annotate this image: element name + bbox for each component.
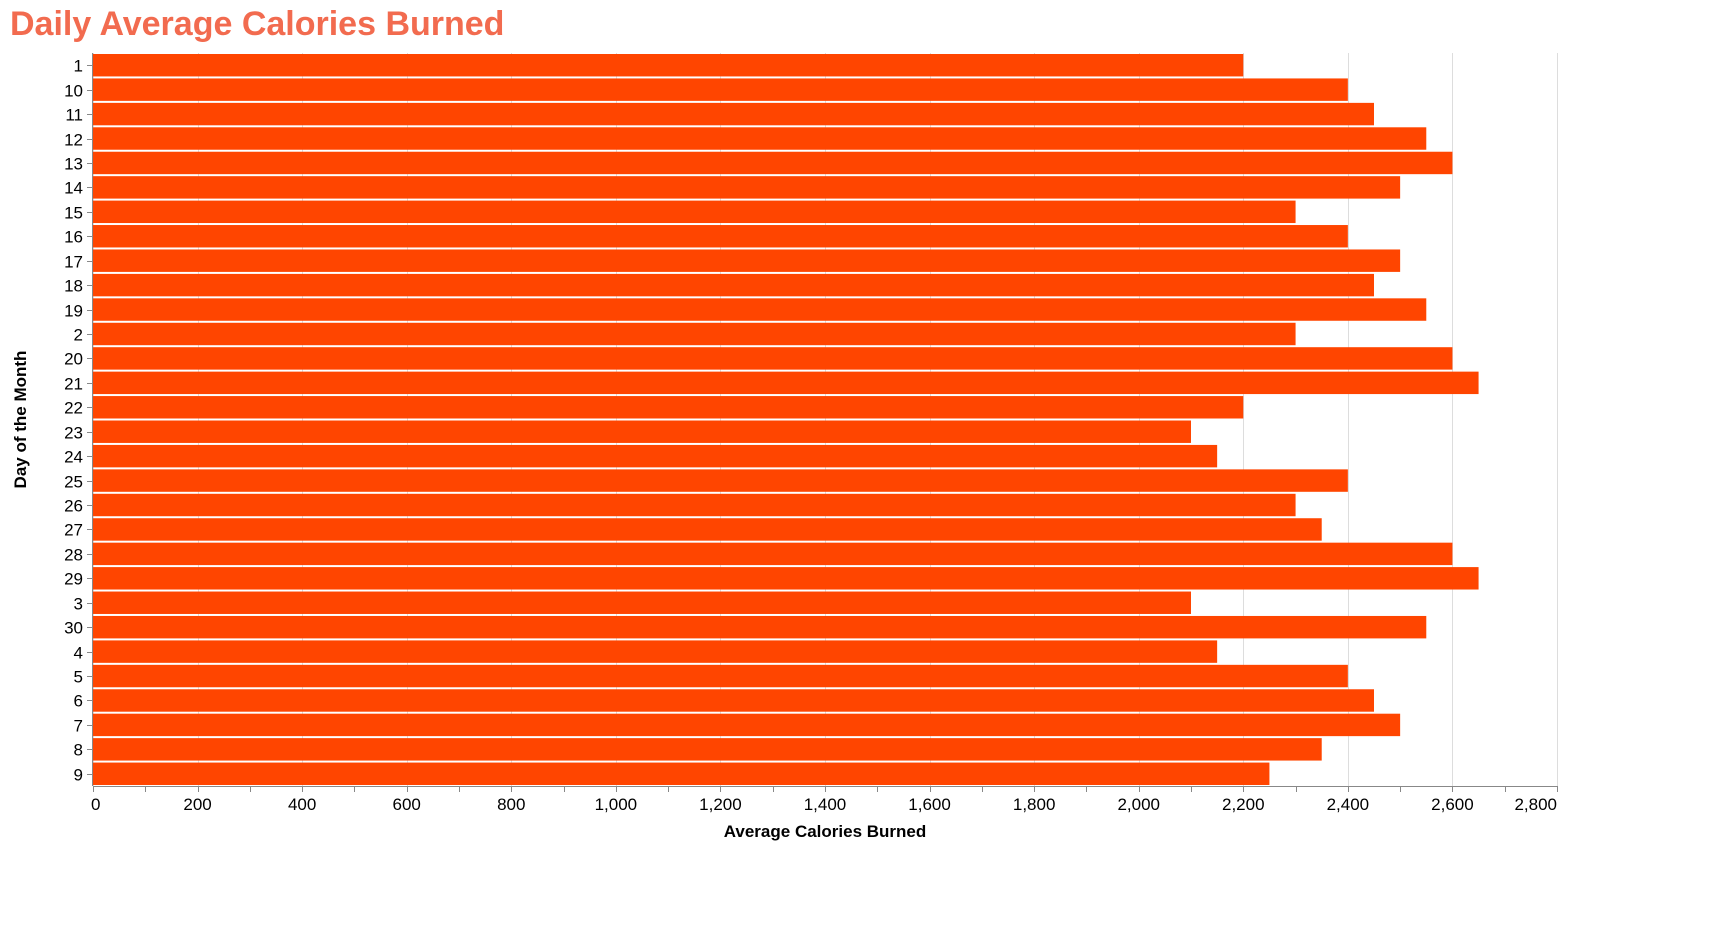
y-tick-label: 29: [64, 570, 83, 589]
y-tick-label: 23: [64, 424, 83, 443]
y-tick-label: 16: [64, 228, 83, 247]
y-tick-label: 12: [64, 131, 83, 150]
bar-day-13: [93, 151, 1453, 175]
y-tick-label: 8: [74, 741, 83, 760]
bar-day-26: [93, 493, 1296, 517]
x-tick-label: 200: [183, 795, 211, 814]
bar-day-21: [93, 371, 1479, 395]
x-axis-title: Average Calories Burned: [724, 822, 927, 841]
y-tick-label: 11: [65, 106, 83, 125]
x-tick-label: 2,800: [1514, 795, 1557, 814]
bar-day-14: [93, 176, 1401, 199]
y-tick-label: 15: [64, 204, 83, 223]
bar-day-2: [93, 322, 1296, 346]
bar-day-19: [93, 298, 1427, 321]
x-tick-label: 400: [288, 795, 316, 814]
y-tick-label: 17: [64, 253, 83, 272]
bar-day-10: [93, 78, 1348, 101]
y-tick-label: 9: [74, 766, 83, 785]
x-tick-label: 1,000: [595, 795, 638, 814]
x-tick-label: 2,600: [1431, 795, 1474, 814]
y-tick-label: 2: [74, 326, 83, 345]
x-tick-label: 1,600: [908, 795, 951, 814]
bar-day-20: [93, 347, 1453, 370]
y-tick-label: 19: [64, 302, 83, 321]
chart-title: Daily Average Calories Burned: [10, 5, 505, 43]
grid-lines: [93, 53, 1558, 786]
bar-day-11: [93, 102, 1374, 126]
y-tick-label: 22: [64, 399, 83, 418]
y-tick-label: 27: [64, 521, 83, 540]
x-tick-label: 0: [91, 795, 100, 814]
bar-day-5: [93, 664, 1348, 688]
y-tick-label: 7: [74, 717, 83, 736]
bar-day-3: [93, 591, 1191, 614]
bar-day-17: [93, 249, 1401, 272]
y-tick-label: 10: [64, 82, 83, 101]
x-tick-label: 2,400: [1327, 795, 1370, 814]
x-tick-label: 1,200: [699, 795, 742, 814]
bar-day-15: [93, 200, 1296, 224]
x-tick-label: 600: [393, 795, 421, 814]
bar-day-27: [93, 518, 1322, 541]
bar-day-8: [93, 738, 1322, 761]
x-tick-label: 800: [497, 795, 525, 814]
y-tick-label: 28: [64, 546, 83, 565]
y-tick-label: 6: [74, 692, 83, 711]
bar-day-18: [93, 273, 1374, 297]
y-tick-label: 14: [64, 179, 83, 198]
y-tick-label: 30: [64, 619, 83, 638]
bar-day-24: [93, 444, 1218, 468]
y-tick-label: 24: [64, 448, 83, 467]
y-tick-label: 26: [64, 497, 83, 516]
y-tick-label: 21: [64, 375, 83, 394]
y-tick-label: 4: [74, 644, 83, 663]
bar-day-23: [93, 420, 1191, 443]
bar-day-1: [93, 54, 1244, 77]
axes: 0 200 400 600 800 1,000 1,200 1,400 1,600 1,800 2,…: [64, 53, 1558, 814]
bar-day-6: [93, 689, 1374, 712]
y-axis-title: Day of the Month: [11, 351, 30, 489]
bar-day-30: [93, 615, 1427, 639]
bar-day-28: [93, 542, 1453, 566]
bar-day-25: [93, 469, 1348, 492]
bar-day-12: [93, 127, 1427, 150]
x-tick-label: 2,200: [1222, 795, 1265, 814]
y-tick-label: 3: [74, 595, 83, 614]
bars: [93, 54, 1479, 785]
y-tick-label: 5: [74, 668, 83, 687]
x-tick-label: 2,000: [1117, 795, 1160, 814]
y-tick-label: 1: [74, 57, 83, 76]
bar-day-7: [93, 713, 1401, 737]
y-tick-label: 13: [64, 155, 83, 174]
y-tick-label: 20: [64, 350, 83, 369]
x-tick-label: 1,400: [804, 795, 847, 814]
bar-day-4: [93, 640, 1218, 663]
bar-day-22: [93, 396, 1244, 419]
bar-day-29: [93, 567, 1479, 590]
bar-day-16: [93, 225, 1348, 248]
y-tick-label: 25: [64, 473, 83, 492]
x-tick-label: 1,800: [1013, 795, 1056, 814]
bar-day-9: [93, 762, 1270, 785]
y-tick-label: 18: [64, 277, 83, 296]
